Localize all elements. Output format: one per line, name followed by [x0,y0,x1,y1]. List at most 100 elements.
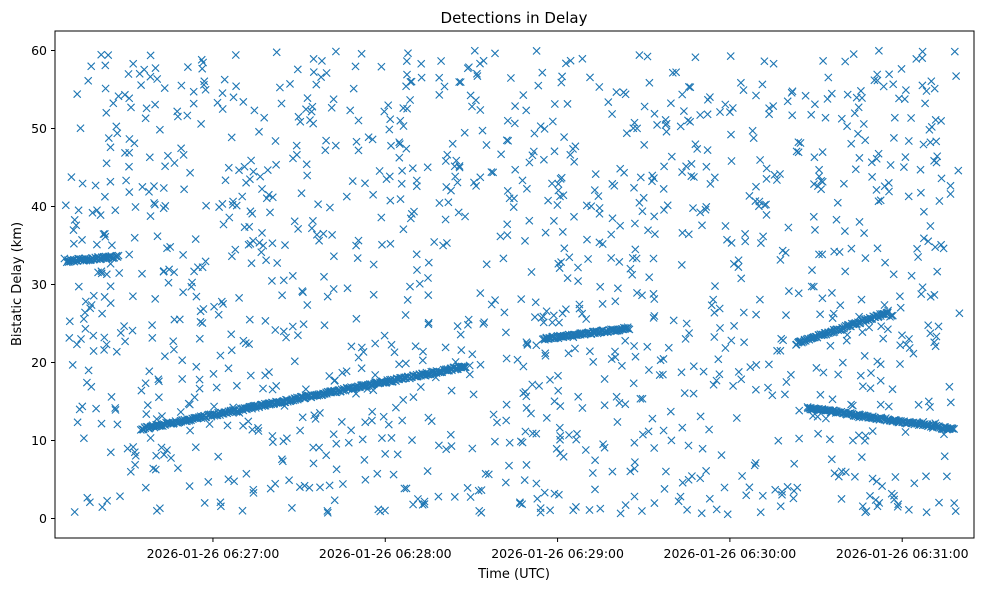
data-point [98,503,107,512]
data-point [100,192,109,201]
data-point [214,310,223,319]
data-point [786,370,795,379]
data-point [490,437,499,446]
data-point [387,141,395,150]
data-point [555,423,564,432]
data-point [309,54,318,63]
data-point [302,160,311,169]
data-point [441,343,450,352]
data-point [264,190,273,199]
data-point [455,78,464,86]
data-point [828,314,837,323]
data-point [691,53,700,62]
y-tick-label: 0 [39,511,47,526]
data-point [574,263,582,272]
data-point [154,375,163,384]
data-point [794,289,803,298]
data-point [596,504,605,513]
data-point [585,347,594,356]
data-point [710,308,719,317]
data-point [501,478,510,487]
data-point [848,436,857,445]
data-point [729,259,738,268]
data-point [809,212,818,221]
data-point [697,509,706,518]
data-point [666,407,675,416]
data-point [598,299,607,308]
data-point [916,165,925,174]
data-point [240,162,249,171]
data-point [934,322,943,331]
data-point [155,125,164,134]
data-point [424,413,433,422]
data-point [518,176,527,185]
data-point [876,376,885,385]
data-point [201,85,210,94]
data-point [85,498,94,507]
data-point [395,140,404,149]
data-point [65,333,74,342]
data-point [821,414,830,423]
data-point [531,298,540,307]
x-tick-label: 2026-01-26 06:30:00 [664,546,797,561]
data-point [741,237,750,246]
data-point [660,205,668,214]
data-point [255,127,263,136]
data-point [164,278,173,287]
data-point [833,198,842,207]
data-point [502,136,511,145]
data-point [325,372,334,380]
data-point [734,256,743,265]
data-point [550,100,559,108]
data-point [250,106,259,115]
data-point [327,103,336,112]
data-point [128,292,137,301]
data-point [696,111,705,119]
data-point [931,243,940,252]
data-point [660,484,669,493]
data-point [502,354,511,363]
data-point [121,337,130,346]
data-point [631,245,640,254]
data-point [721,344,730,352]
data-point [406,96,415,104]
data-point [307,107,316,116]
data-point [323,292,332,301]
data-point [165,265,174,274]
data-point [862,507,871,516]
data-point [140,65,149,74]
data-point [865,323,874,332]
data-point [503,231,512,240]
data-point [484,470,493,479]
data-point [386,115,395,124]
data-point [572,435,581,444]
data-point [770,170,779,179]
data-point [219,220,228,229]
data-point [443,150,452,159]
data-point [73,90,82,99]
data-point [705,494,714,503]
data-point [200,498,209,507]
data-point [111,405,120,414]
data-point [424,320,433,329]
data-point [847,400,856,409]
data-point [192,292,201,301]
data-point [698,444,707,453]
data-point [329,95,338,104]
data-point [347,426,356,435]
data-point [583,235,591,244]
data-point [756,508,765,517]
data-point [783,97,792,106]
data-point [198,319,207,328]
data-point [638,291,646,300]
data-point [679,107,688,116]
data-point [919,207,928,216]
data-point [447,186,455,195]
data-point [830,469,839,478]
data-point [125,148,134,157]
data-point [289,154,297,163]
data-point [548,117,557,126]
data-point [480,318,489,327]
data-point [293,331,302,340]
data-point [749,134,758,143]
